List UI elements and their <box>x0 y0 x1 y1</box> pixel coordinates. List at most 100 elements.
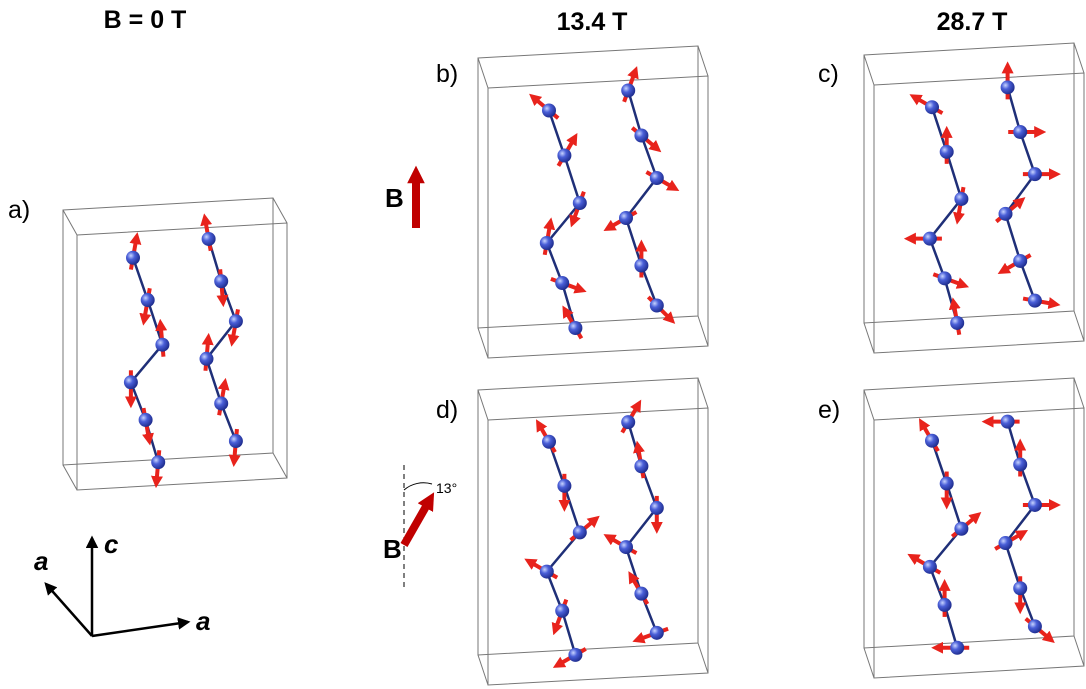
cell-edge <box>697 377 709 409</box>
atom <box>214 396 229 411</box>
cell-edge <box>1073 635 1085 667</box>
crystal-panel <box>62 197 288 491</box>
cell-edge <box>1073 310 1085 342</box>
atom <box>199 351 214 366</box>
axis-label: a <box>34 546 48 576</box>
atom <box>954 191 969 206</box>
atom <box>1013 457 1028 472</box>
cell-edge <box>1073 377 1085 409</box>
headers: B = 0 T 13.4 T 28.7 T <box>104 6 1008 36</box>
cell-edge <box>477 57 489 89</box>
angle-arc <box>403 482 433 491</box>
cell-edge <box>863 54 875 86</box>
atom <box>138 412 153 427</box>
cell-edge <box>697 45 709 77</box>
cell-edge <box>697 315 709 347</box>
atom <box>1027 497 1042 512</box>
atom <box>1000 80 1015 95</box>
atom <box>140 293 155 308</box>
atom <box>619 211 633 225</box>
atom <box>619 540 633 555</box>
field-label: B <box>383 534 402 564</box>
field-arrow <box>400 492 435 547</box>
atom <box>1027 167 1042 182</box>
panel-label: e) <box>818 396 840 424</box>
atom <box>555 603 570 618</box>
cell-edge <box>62 209 78 236</box>
angle-label: 13° <box>436 480 457 496</box>
atom <box>998 536 1013 551</box>
cell-edge <box>477 377 699 656</box>
cell-edge <box>477 389 489 421</box>
atom <box>557 148 572 163</box>
atom <box>954 521 969 536</box>
atom <box>649 171 664 185</box>
atom <box>1013 253 1028 268</box>
atom <box>568 321 583 335</box>
atom <box>621 415 636 430</box>
cell-edge <box>1073 42 1085 74</box>
field-label: B <box>385 183 404 213</box>
atom <box>649 625 664 640</box>
atom <box>126 250 140 265</box>
cell-edge <box>863 647 875 679</box>
axes-triad: c a a <box>34 529 210 638</box>
atom <box>937 597 952 612</box>
crystal-panel <box>477 45 709 359</box>
atom <box>634 586 649 601</box>
field-indicator: 13° B <box>383 465 457 588</box>
atom <box>621 83 636 98</box>
crystal-panel <box>863 42 1085 354</box>
cell-edge <box>863 322 875 354</box>
atom <box>1027 293 1042 308</box>
panel-labels: a) b) c) d) e) <box>8 60 840 424</box>
axis-label: a <box>196 606 210 636</box>
atom <box>155 337 170 352</box>
header: 28.7 T <box>937 8 1008 36</box>
atom <box>937 271 952 286</box>
atom <box>201 231 216 246</box>
atom <box>542 103 556 118</box>
atom <box>568 647 583 662</box>
cell-edge <box>863 42 1075 324</box>
panel-label: a) <box>8 196 30 224</box>
atom <box>228 314 243 329</box>
atom <box>572 196 587 210</box>
panel-label: c) <box>818 60 839 88</box>
cell-edge <box>272 197 288 224</box>
cell-edge <box>487 407 709 686</box>
atom <box>950 315 965 330</box>
atom <box>950 640 965 655</box>
crystal-panels <box>62 42 1085 686</box>
cell-edge <box>873 72 1085 354</box>
atom <box>634 128 649 143</box>
cell-edge <box>62 464 78 491</box>
atom <box>1027 619 1042 634</box>
atom <box>539 564 554 579</box>
atom <box>939 476 954 491</box>
cell-edge <box>62 197 274 466</box>
atom <box>922 559 937 574</box>
chain-bond <box>624 421 659 634</box>
atom <box>539 236 554 250</box>
atom <box>922 231 937 246</box>
atom <box>228 434 243 449</box>
atom <box>214 274 229 289</box>
axis-label: c <box>104 529 119 559</box>
atom <box>1000 414 1015 429</box>
atom <box>1013 581 1028 596</box>
cell-edge <box>477 45 699 329</box>
chain-bond <box>928 440 963 649</box>
cell-edge <box>863 389 875 421</box>
atom <box>123 375 138 390</box>
atom <box>542 434 556 449</box>
chain-bond <box>545 441 582 656</box>
header: 13.4 T <box>557 8 628 36</box>
panel-label: d) <box>436 396 458 424</box>
crystal-panel <box>477 377 709 686</box>
field-indicator: B <box>385 165 425 228</box>
crystal-panel <box>863 377 1085 679</box>
chain-bond <box>928 106 963 324</box>
atom <box>634 459 649 474</box>
